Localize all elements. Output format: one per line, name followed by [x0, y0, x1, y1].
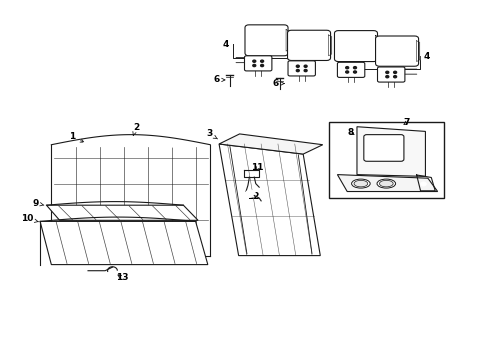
Ellipse shape — [376, 179, 395, 188]
Text: 12: 12 — [246, 192, 259, 202]
Text: 9: 9 — [32, 199, 44, 207]
Circle shape — [385, 71, 388, 73]
Circle shape — [148, 142, 155, 147]
FancyBboxPatch shape — [334, 31, 377, 62]
FancyBboxPatch shape — [363, 135, 403, 161]
Circle shape — [393, 76, 396, 78]
Text: 1: 1 — [69, 132, 83, 142]
Circle shape — [353, 67, 356, 69]
Text: 6: 6 — [272, 79, 278, 88]
Polygon shape — [416, 41, 419, 62]
FancyBboxPatch shape — [337, 62, 364, 77]
Polygon shape — [46, 205, 198, 220]
Circle shape — [82, 142, 89, 147]
Polygon shape — [40, 221, 207, 265]
Text: 10: 10 — [20, 215, 39, 223]
Text: 4: 4 — [222, 40, 229, 49]
Ellipse shape — [379, 180, 392, 187]
Circle shape — [385, 76, 388, 78]
Text: 13: 13 — [116, 274, 128, 282]
Polygon shape — [328, 35, 331, 56]
Polygon shape — [219, 144, 320, 256]
Polygon shape — [219, 134, 322, 154]
Text: 5: 5 — [247, 27, 253, 36]
Text: 3: 3 — [206, 130, 217, 139]
Circle shape — [345, 71, 348, 73]
Circle shape — [345, 67, 348, 69]
Ellipse shape — [353, 180, 367, 187]
Circle shape — [260, 64, 263, 67]
Text: 11: 11 — [251, 163, 264, 172]
Text: 8: 8 — [347, 128, 353, 137]
Polygon shape — [285, 30, 288, 51]
Circle shape — [304, 65, 306, 67]
FancyBboxPatch shape — [375, 36, 418, 66]
Polygon shape — [337, 175, 437, 192]
FancyBboxPatch shape — [287, 61, 315, 76]
Circle shape — [126, 142, 133, 147]
FancyBboxPatch shape — [244, 56, 271, 71]
Circle shape — [353, 71, 356, 73]
FancyBboxPatch shape — [244, 25, 287, 56]
Bar — [328, 122, 443, 198]
Circle shape — [170, 142, 177, 147]
Text: 2: 2 — [133, 123, 139, 135]
Circle shape — [296, 69, 299, 72]
Circle shape — [296, 65, 299, 67]
Circle shape — [245, 190, 255, 197]
Text: 5: 5 — [397, 40, 403, 49]
Polygon shape — [375, 35, 378, 57]
Ellipse shape — [351, 179, 369, 188]
Circle shape — [260, 60, 263, 62]
Circle shape — [304, 69, 306, 72]
Text: 7: 7 — [403, 118, 409, 127]
Circle shape — [420, 182, 426, 186]
Text: 4: 4 — [423, 52, 429, 61]
FancyBboxPatch shape — [377, 67, 404, 82]
FancyBboxPatch shape — [287, 30, 330, 60]
Circle shape — [393, 71, 396, 73]
Circle shape — [252, 60, 255, 62]
Circle shape — [252, 64, 255, 67]
Text: 6: 6 — [213, 76, 219, 85]
Polygon shape — [356, 127, 425, 176]
Circle shape — [104, 142, 111, 147]
